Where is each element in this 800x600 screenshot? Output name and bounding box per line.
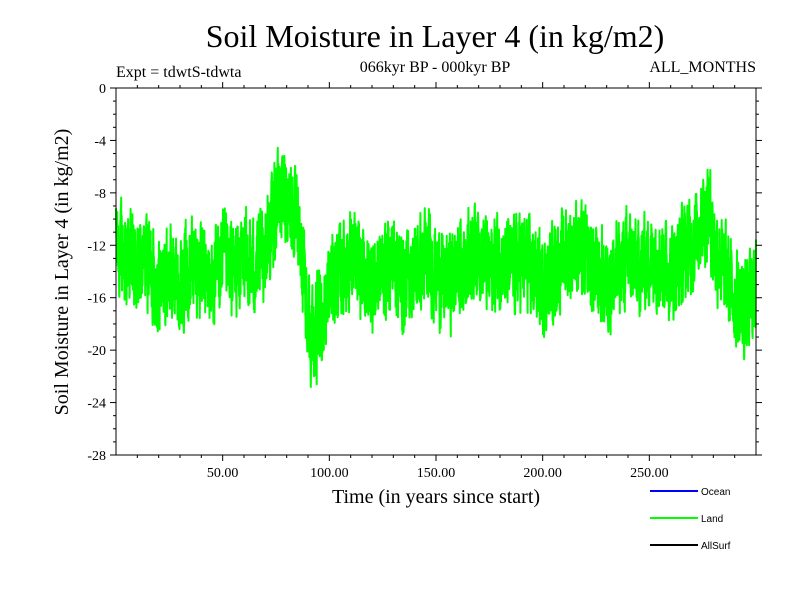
y-tick-label: -12 (87, 239, 106, 254)
series-group (115, 146, 757, 388)
y-tick-label: -20 (87, 344, 106, 359)
experiment-label: Expt = tdwtS-tdwta (116, 64, 241, 81)
chart-title: Soil Moisture in Layer 4 (in kg/m2) (206, 18, 665, 54)
x-tick-label: 250.00 (630, 466, 669, 481)
y-tick-label: 0 (99, 82, 106, 97)
months-label: ALL_MONTHS (649, 59, 756, 76)
y-tick-label: -28 (87, 449, 106, 464)
y-tick-label: -16 (87, 292, 106, 307)
y-tick-label: -4 (94, 134, 106, 149)
axis-ticks (110, 82, 762, 461)
y-tick-label: -8 (94, 187, 106, 202)
legend-label-ocean: Ocean (701, 487, 730, 498)
legend-label-land: Land (701, 514, 723, 525)
legend-label-allsurf: AllSurf (701, 541, 731, 552)
x-tick-label: 50.00 (207, 466, 239, 481)
series-line-land (115, 146, 757, 388)
period-label: 066kyr BP - 000kyr BP (360, 59, 511, 76)
plot-area: 0 -4 -8 -12 -16 -20 -24 -28 50.00 100.00 150.00 200… (87, 82, 762, 481)
x-tick-label: 100.00 (310, 466, 349, 481)
legend: Ocean Land AllSurf (650, 487, 731, 552)
x-axis-label: Time (in years since start) (332, 486, 540, 508)
x-tick-label: 200.00 (523, 466, 562, 481)
y-axis-label: Soil Moisture in Layer 4 (in kg/m2) (51, 129, 73, 416)
y-tick-label: -24 (87, 397, 106, 412)
axis-tick-labels: 0 -4 -8 -12 -16 -20 -24 -28 50.00 100.00 150.00 200… (87, 82, 668, 481)
x-tick-label: 150.00 (417, 466, 456, 481)
